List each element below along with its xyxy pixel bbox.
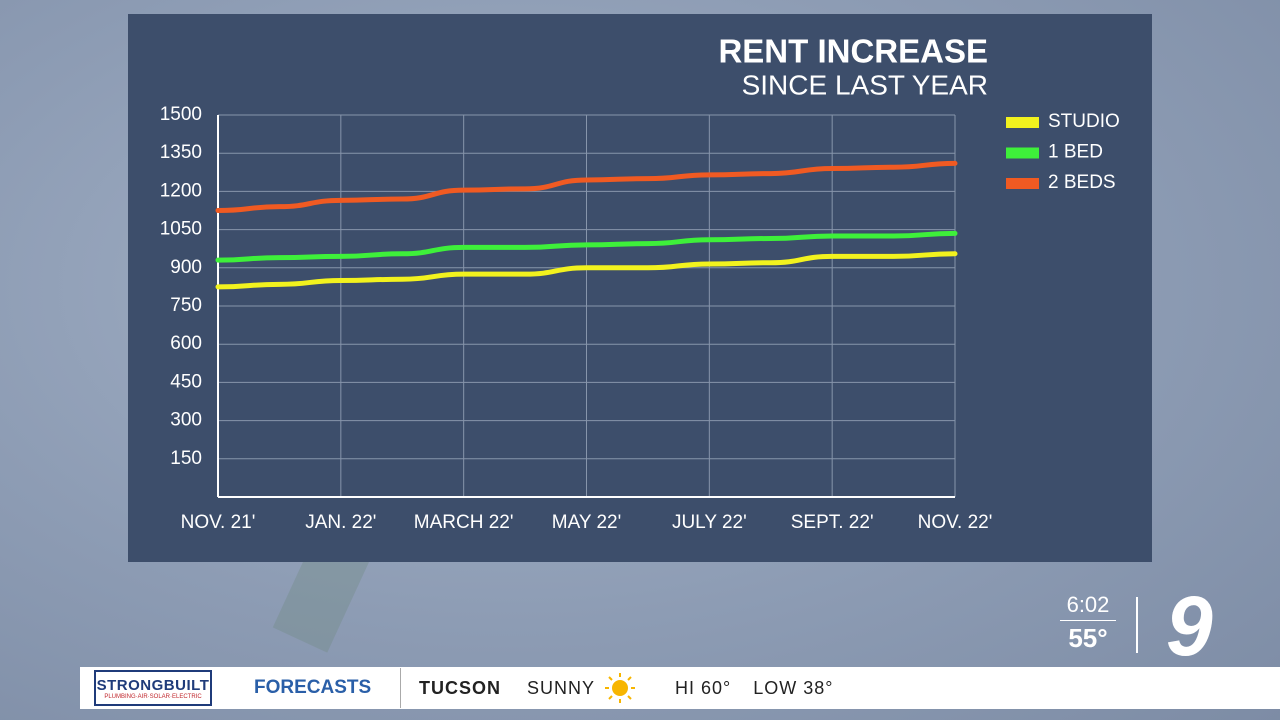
y-tick-label: 1050 <box>160 219 202 240</box>
series-line <box>215 160 958 213</box>
station-logo: 9 <box>1166 579 1213 673</box>
divider <box>1136 597 1138 653</box>
condition: SUNNY <box>527 677 596 698</box>
legend-swatch <box>1006 147 1039 159</box>
sun-icon <box>605 673 636 703</box>
logo-subtext: PLUMBING·AIR·SOLAR·ELECTRIC <box>104 693 202 700</box>
y-tick-label: 1350 <box>160 142 202 163</box>
legend-label: 1 BED <box>1048 142 1103 163</box>
low-temp: LOW 38° <box>753 677 834 698</box>
legend-label: 2 BEDS <box>1048 172 1116 193</box>
series-line <box>215 230 958 263</box>
clock: 6:02 55° <box>1060 592 1116 654</box>
current-temp: 55° <box>1068 623 1108 653</box>
chart-panel <box>128 14 1152 562</box>
y-tick-label: 600 <box>170 333 202 354</box>
x-tick-label: MARCH 22' <box>414 512 514 533</box>
x-tick-label: NOV. 22' <box>918 512 993 533</box>
sponsor-logo: STRONGBUILT PLUMBING·AIR·SOLAR·ELECTRIC <box>94 670 212 706</box>
ticker-bar: STRONGBUILT PLUMBING·AIR·SOLAR·ELECTRIC … <box>80 667 1280 709</box>
high-temp: HI 60° <box>675 677 732 698</box>
y-tick-label: 450 <box>170 371 202 392</box>
x-tick-label: SEPT. 22' <box>791 512 874 533</box>
section-label: FORECASTS <box>254 677 372 698</box>
chart-subtitle: SINCE LAST YEAR <box>742 69 988 100</box>
x-tick-label: JAN. 22' <box>305 512 376 533</box>
time: 6:02 <box>1060 592 1116 621</box>
y-tick-label: 1200 <box>160 180 202 201</box>
logo-text: STRONGBUILT <box>96 676 210 694</box>
legend-swatch <box>1006 117 1039 128</box>
y-tick-label: 150 <box>170 448 202 469</box>
x-tick-label: JULY 22' <box>672 512 747 533</box>
city: TUCSON <box>419 677 501 698</box>
chart-title: RENT INCREASE <box>718 33 988 70</box>
y-tick-label: 300 <box>170 410 202 431</box>
series-line <box>215 251 958 290</box>
y-tick-label: 900 <box>170 257 202 278</box>
x-tick-label: NOV. 21' <box>181 512 256 533</box>
legend-swatch <box>1006 178 1039 189</box>
divider <box>400 668 401 708</box>
y-tick-label: 750 <box>170 295 202 316</box>
y-tick-label: 1500 <box>160 104 202 125</box>
legend-label: STUDIO <box>1048 111 1120 132</box>
x-tick-label: MAY 22' <box>552 512 621 533</box>
